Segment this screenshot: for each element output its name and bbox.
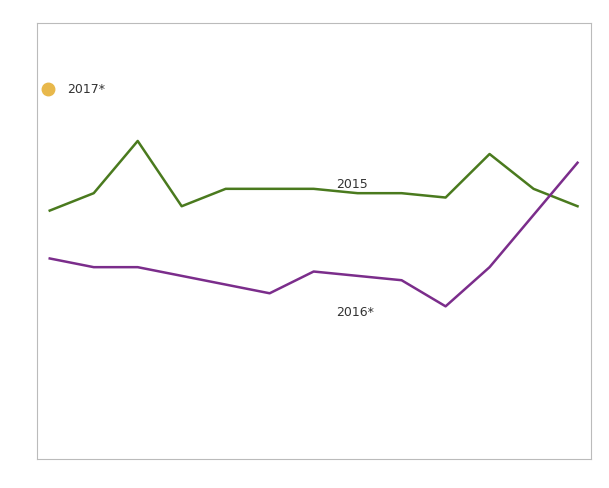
Text: 2016*: 2016* <box>336 305 373 318</box>
Text: 2015: 2015 <box>336 177 367 190</box>
Text: 2017*: 2017* <box>68 83 105 96</box>
